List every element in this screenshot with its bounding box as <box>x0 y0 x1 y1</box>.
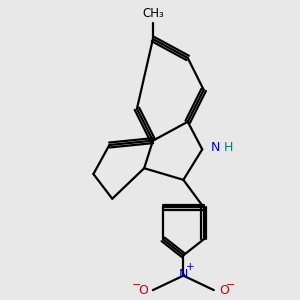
Text: −: − <box>226 280 236 290</box>
Text: CH₃: CH₃ <box>142 7 164 20</box>
Text: H: H <box>224 141 233 154</box>
Text: O: O <box>138 284 148 297</box>
Text: N: N <box>210 141 220 154</box>
Text: O: O <box>219 284 229 297</box>
Text: +: + <box>186 262 195 272</box>
Text: −: − <box>132 280 142 290</box>
Text: N: N <box>179 268 188 281</box>
